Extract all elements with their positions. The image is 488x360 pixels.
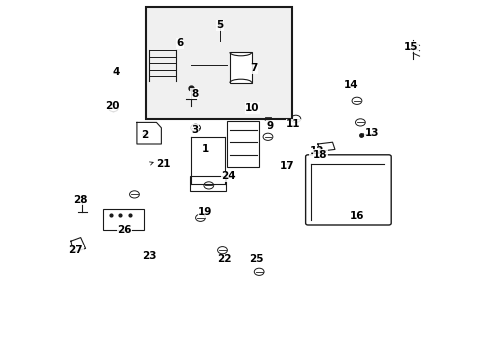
Text: 18: 18 <box>312 150 327 160</box>
Text: 26: 26 <box>117 225 132 235</box>
Text: 19: 19 <box>198 207 212 217</box>
Text: 2: 2 <box>141 130 147 140</box>
Text: 28: 28 <box>73 195 88 205</box>
Text: 12: 12 <box>309 146 324 156</box>
Text: 4: 4 <box>112 67 120 77</box>
Text: 16: 16 <box>349 211 364 221</box>
Text: 7: 7 <box>250 63 258 73</box>
Text: 23: 23 <box>142 251 156 261</box>
FancyBboxPatch shape <box>305 155 390 225</box>
Text: 15: 15 <box>403 42 417 52</box>
Text: 10: 10 <box>244 103 259 113</box>
Bar <box>229 52 251 83</box>
Text: 11: 11 <box>285 119 300 129</box>
Text: 3: 3 <box>191 125 198 135</box>
Text: 5: 5 <box>216 20 223 30</box>
Bar <box>102 209 144 230</box>
Bar <box>227 121 259 167</box>
Text: 14: 14 <box>343 80 358 90</box>
Text: 27: 27 <box>68 245 83 255</box>
Text: 17: 17 <box>280 161 294 171</box>
Text: 25: 25 <box>249 254 264 264</box>
Bar <box>189 176 226 191</box>
Text: 8: 8 <box>191 89 198 99</box>
Text: 1: 1 <box>202 144 208 154</box>
Text: 22: 22 <box>216 254 231 264</box>
Text: 24: 24 <box>221 171 236 181</box>
Text: 20: 20 <box>105 101 120 111</box>
Text: 6: 6 <box>176 38 183 48</box>
Text: 13: 13 <box>364 128 378 138</box>
Text: 21: 21 <box>156 159 171 169</box>
Text: 9: 9 <box>266 121 273 131</box>
Bar <box>145 7 292 119</box>
